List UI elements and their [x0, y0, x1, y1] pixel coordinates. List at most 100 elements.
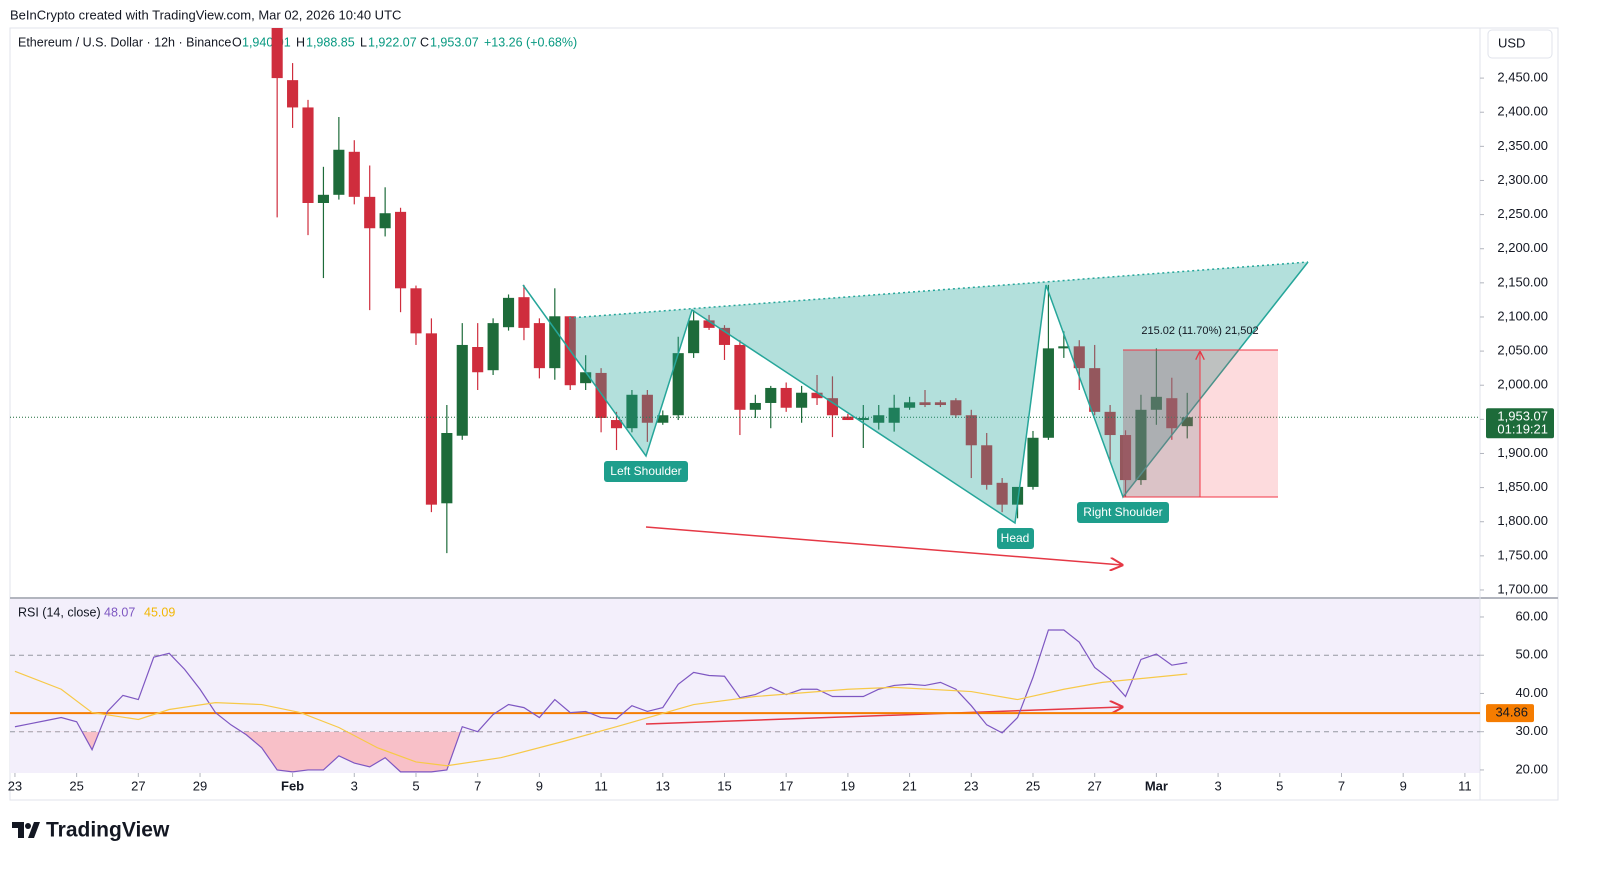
candle-body — [796, 392, 808, 408]
rsi-pane — [10, 629, 1480, 773]
logo: TradingView — [12, 819, 170, 842]
y-tick-label: 2,450.00 — [1497, 70, 1548, 85]
candle-body — [425, 333, 437, 505]
y-tick-label: 2,000.00 — [1497, 377, 1548, 392]
candle-body — [1119, 435, 1132, 481]
ohlc-label: O — [232, 35, 242, 49]
y-tick-label: 1,700.00 — [1497, 581, 1548, 596]
x-tick-label: 7 — [474, 778, 481, 793]
candle-body — [1135, 409, 1147, 481]
candle-body — [487, 323, 499, 371]
candle-body — [1012, 486, 1024, 505]
candle-body — [672, 353, 684, 416]
candle-body — [996, 482, 1008, 505]
candle-body — [533, 323, 545, 369]
x-tick-label: 27 — [131, 778, 145, 793]
pattern-overlay: 215.02 (11.70%) 21,502 Left Shoulder Hea… — [522, 261, 1309, 725]
oversold-area — [14, 731, 1188, 772]
candle-body — [456, 344, 468, 436]
y-tick-label: 2,150.00 — [1497, 274, 1548, 289]
candle-body — [549, 316, 561, 369]
candle-body — [826, 398, 839, 416]
candle-body — [379, 213, 391, 229]
candle-body — [981, 445, 993, 485]
currency[interactable]: USD — [1498, 35, 1525, 50]
x-tick-label: 27 — [1087, 778, 1101, 793]
x-tick-label: 15 — [717, 778, 731, 793]
level-tag — [1486, 704, 1534, 723]
y-tick-label: 1,900.00 — [1497, 445, 1548, 460]
candle-body — [1181, 417, 1193, 427]
ohlc-label: C — [420, 35, 429, 49]
candle-body — [610, 420, 623, 429]
ohlc-value: 1,922.07 — [368, 35, 417, 49]
x-tick-label: 5 — [1276, 778, 1283, 793]
rsi-legend-value: 45.09 — [144, 605, 175, 619]
y-tick-label: 1,850.00 — [1497, 479, 1548, 494]
neckline — [568, 261, 1309, 319]
measure-label: 215.02 (11.70%) 21,502 — [1141, 325, 1258, 337]
y-tick-label: 50.00 — [1515, 647, 1548, 662]
price-pane — [10, 28, 1480, 554]
candle-body — [657, 415, 669, 423]
candle-body — [857, 417, 869, 421]
candle-body — [934, 402, 946, 406]
candle-body — [595, 372, 607, 418]
level-label: 34.86 — [1495, 705, 1528, 720]
rsi-legend-value: 48.07 — [104, 605, 135, 619]
candle-body — [842, 416, 854, 421]
label-box — [604, 461, 688, 482]
candle-body — [688, 320, 700, 354]
ohlc-label: L — [360, 35, 367, 49]
y-tick-label: 20.00 — [1515, 761, 1548, 776]
logo-text: TradingView — [46, 819, 170, 842]
candle-body — [271, 28, 283, 79]
candle-body — [888, 407, 900, 423]
measure-range — [1123, 350, 1200, 497]
y-tick-label: 1,750.00 — [1497, 547, 1548, 562]
x-tick-label: 19 — [841, 778, 855, 793]
x-tick-label: 25 — [1026, 778, 1040, 793]
rsi-title: RSI (14, close) — [18, 605, 101, 619]
candle-body — [287, 80, 299, 108]
candle-body — [950, 400, 962, 416]
y-tick-label: 2,250.00 — [1497, 206, 1548, 221]
rsi-line — [14, 629, 1188, 773]
x-tick-label: Mar — [1145, 778, 1168, 793]
pattern-label: Right Shoulder — [1083, 505, 1162, 519]
x-tick-label: 21 — [902, 778, 916, 793]
attribution: BeInCrypto created with TradingView.com,… — [10, 7, 401, 22]
x-tick-label: 5 — [412, 778, 419, 793]
x-tick-label: 3 — [351, 778, 358, 793]
y-tick-label: 2,400.00 — [1497, 104, 1548, 119]
x-tick-label: 23 — [8, 778, 22, 793]
logo-mark — [12, 822, 40, 838]
candle-body — [364, 196, 376, 229]
x-tick-label: 23 — [964, 778, 978, 793]
logo-mark — [25, 823, 31, 829]
x-tick-label: 11 — [594, 778, 608, 793]
rsi-background — [10, 599, 1480, 773]
candle-body — [302, 107, 314, 203]
candle-body — [441, 432, 453, 504]
x-tick-label: 7 — [1338, 778, 1345, 793]
y-tick-label: 2,300.00 — [1497, 172, 1548, 187]
candle-body — [873, 415, 885, 423]
candle-body — [641, 394, 653, 423]
candle-body — [395, 211, 407, 289]
candle-body — [1166, 398, 1178, 429]
x-tick-label: 3 — [1214, 778, 1221, 793]
candle-body — [919, 402, 931, 406]
x-tick-label: Feb — [281, 778, 304, 793]
x-tick-label: 9 — [536, 778, 543, 793]
candle-body — [765, 387, 777, 403]
y-tick-label: 30.00 — [1515, 723, 1548, 738]
x-tick-label: 17 — [779, 778, 793, 793]
x-tick-label: 25 — [69, 778, 83, 793]
currency-button[interactable] — [1487, 29, 1553, 59]
candle-body — [1150, 396, 1162, 410]
pattern-label: Left Shoulder — [610, 464, 681, 478]
candle-body — [1089, 368, 1101, 412]
divergence-arrow — [645, 707, 1122, 725]
